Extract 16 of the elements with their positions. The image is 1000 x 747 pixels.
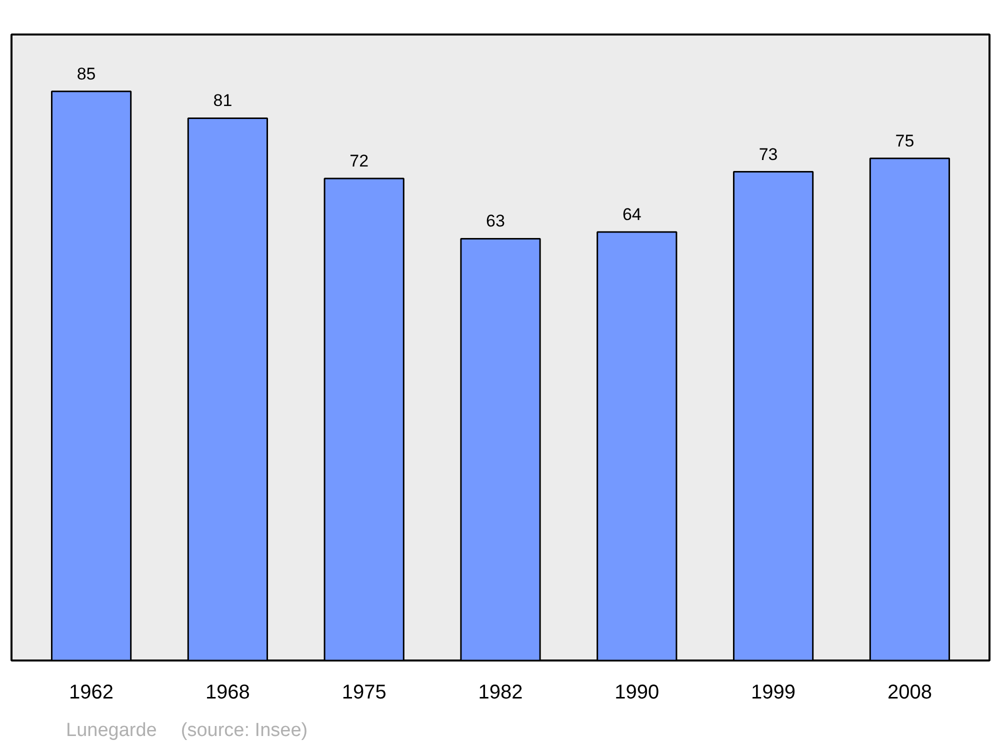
data-label: 73 <box>758 144 778 164</box>
text: (source: Insee) <box>180 720 308 741</box>
x-tick-label: 1968 <box>205 682 250 704</box>
data-label: 63 <box>486 212 505 231</box>
data-label: 64 <box>622 205 642 224</box>
x-tick-label: 1962 <box>69 682 114 704</box>
data-label: 85 <box>76 64 96 84</box>
x-tick-label: 1990 <box>614 682 660 704</box>
x-tick-label: 1975 <box>342 682 386 704</box>
x-tick-label: 1982 <box>478 682 523 704</box>
data-label: 81 <box>213 91 232 110</box>
data-label: 75 <box>895 131 914 150</box>
data-label: 72 <box>350 151 369 170</box>
x-tick-label: 2008 <box>887 682 932 704</box>
text: Lunegarde <box>66 720 157 741</box>
x-tick-label: 1999 <box>751 682 796 704</box>
